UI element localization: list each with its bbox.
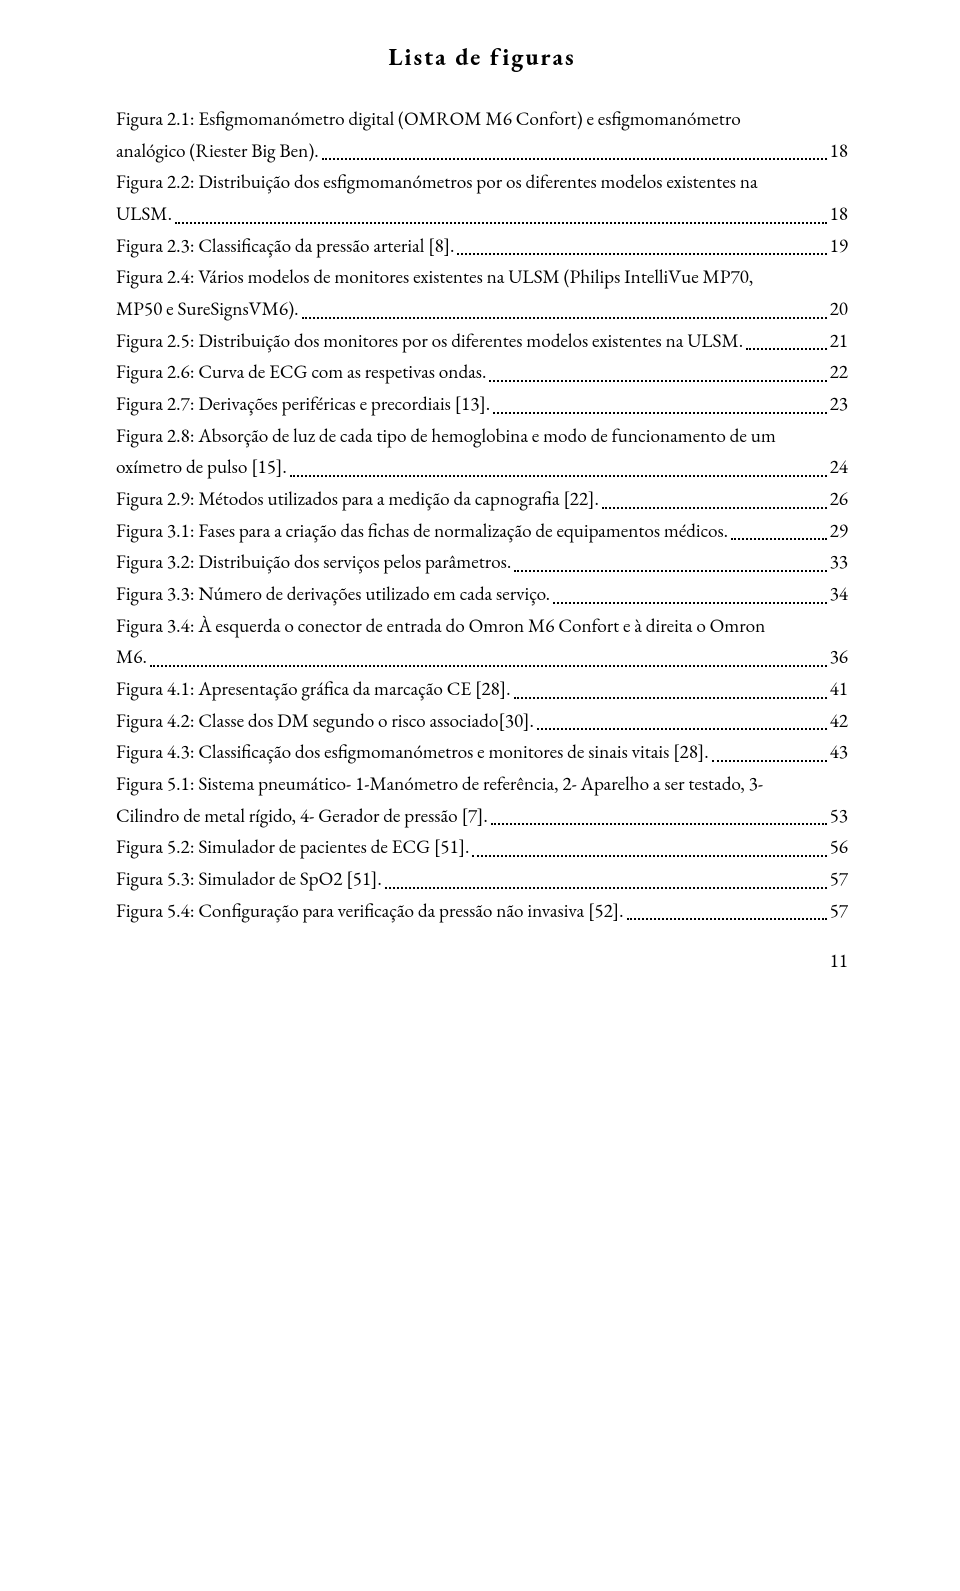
figure-entry-continuation: analógico (Riester Big Ben).: [116, 135, 319, 167]
figure-entry-label: Figura 2.1: Esfigmomanómetro digital (OM…: [116, 103, 741, 135]
figure-entry-page: 21: [830, 325, 848, 357]
figure-entry: Figura 2.5: Distribuição dos monitores p…: [116, 325, 848, 357]
figure-entry-label: Figura 2.8: Absorção de luz de cada tipo…: [116, 420, 776, 452]
leader-dots: [322, 158, 827, 160]
figure-entry: Figura 2.4: Vários modelos de monitores …: [116, 261, 848, 293]
figure-entry: Figura 3.2: Distribuição dos serviços pe…: [116, 546, 848, 578]
figure-entry-page: 53: [830, 800, 848, 832]
figure-entry: Cilindro de metal rígido, 4- Gerador de …: [116, 800, 848, 832]
figure-entry: Figura 5.1: Sistema pneumático- 1-Manóme…: [116, 768, 848, 800]
figure-entry-page: 18: [830, 198, 848, 230]
leader-dots: [537, 728, 827, 730]
leader-dots: [712, 760, 827, 762]
leader-dots: [627, 918, 827, 920]
page-title: Lista de figuras: [116, 42, 848, 73]
figure-entry-label: Figura 2.9: Métodos utilizados para a me…: [116, 483, 599, 515]
figure-entry-label: Figura 3.1: Fases para a criação das fic…: [116, 515, 728, 547]
figure-entry-label: Figura 3.3: Número de derivações utiliza…: [116, 578, 550, 610]
leader-dots: [493, 412, 826, 414]
figure-entry: Figura 2.3: Classificação da pressão art…: [116, 230, 848, 262]
leader-dots: [746, 348, 826, 350]
figure-entry-page: 34: [830, 578, 848, 610]
figure-entry-page: 36: [830, 641, 848, 673]
figure-entry-label: Figura 2.4: Vários modelos de monitores …: [116, 261, 753, 293]
figure-entry-label: Figura 2.3: Classificação da pressão art…: [116, 230, 454, 262]
document-page: Lista de figuras Figura 2.1: Esfigmomanó…: [0, 0, 960, 1591]
figure-entry-page: 26: [830, 483, 848, 515]
figure-entry: Figura 5.3: Simulador de SpO2 [51]. 57: [116, 863, 848, 895]
figure-entry: MP50 e SureSignsVM6). 20: [116, 293, 848, 325]
figure-entry: Figura 2.1: Esfigmomanómetro digital (OM…: [116, 103, 848, 135]
leader-dots: [302, 317, 827, 319]
figure-entry-label: Figura 5.2: Simulador de pacientes de EC…: [116, 831, 469, 863]
leader-dots: [150, 665, 827, 667]
figure-entry: oxímetro de pulso [15]. 24: [116, 451, 848, 483]
leader-dots: [731, 538, 827, 540]
figure-entry-page: 18: [830, 135, 848, 167]
figure-entry-page: 24: [830, 451, 848, 483]
leader-dots: [514, 697, 827, 699]
figure-entry-label: Figura 5.1: Sistema pneumático- 1-Manóme…: [116, 768, 763, 800]
figure-entry: Figura 5.2: Simulador de pacientes de EC…: [116, 831, 848, 863]
figure-entry: Figura 2.9: Métodos utilizados para a me…: [116, 483, 848, 515]
figure-entry-page: 33: [830, 546, 848, 578]
figure-entry: Figura 2.6: Curva de ECG com as respetiv…: [116, 356, 848, 388]
leader-dots: [290, 475, 827, 477]
figure-entry-continuation: M6.: [116, 641, 147, 673]
leader-dots: [175, 222, 827, 224]
figure-entry: Figura 2.7: Derivações periféricas e pre…: [116, 388, 848, 420]
figure-entry: Figura 4.3: Classificação dos esfigmoman…: [116, 736, 848, 768]
figure-entry-continuation: Cilindro de metal rígido, 4- Gerador de …: [116, 800, 488, 832]
figure-entry-continuation: oxímetro de pulso [15].: [116, 451, 287, 483]
figure-entry: Figura 5.4: Configuração para verificaçã…: [116, 895, 848, 927]
figure-entry-label: Figura 4.1: Apresentação gráfica da marc…: [116, 673, 511, 705]
leader-dots: [472, 855, 826, 857]
figure-entry-continuation: ULSM.: [116, 198, 172, 230]
figure-entry: M6. 36: [116, 641, 848, 673]
figure-entry-label: Figura 2.2: Distribuição dos esfigmomanó…: [116, 166, 758, 198]
figure-entry-label: Figura 4.2: Classe dos DM segundo o risc…: [116, 705, 534, 737]
figure-entry: analógico (Riester Big Ben). 18: [116, 135, 848, 167]
figure-entry: Figura 3.1: Fases para a criação das fic…: [116, 515, 848, 547]
leader-dots: [489, 380, 826, 382]
figure-entry-page: 29: [830, 515, 848, 547]
figure-entry-page: 23: [830, 388, 848, 420]
figure-entry-label: Figura 4.3: Classificação dos esfigmoman…: [116, 736, 709, 768]
figure-entry-label: Figura 5.3: Simulador de SpO2 [51].: [116, 863, 382, 895]
figure-entry-page: 57: [830, 895, 848, 927]
figure-entry-page: 42: [830, 705, 848, 737]
figure-entry-continuation: MP50 e SureSignsVM6).: [116, 293, 299, 325]
leader-dots: [457, 253, 826, 255]
figure-list: Figura 2.1: Esfigmomanómetro digital (OM…: [116, 103, 848, 926]
figure-entry-page: 43: [830, 736, 848, 768]
leader-dots: [385, 887, 827, 889]
figure-entry-label: Figura 2.7: Derivações periféricas e pre…: [116, 388, 490, 420]
footer-page-number: 11: [116, 948, 848, 973]
figure-entry-page: 19: [830, 230, 848, 262]
leader-dots: [602, 507, 827, 509]
figure-entry-page: 22: [830, 356, 848, 388]
leader-dots: [491, 823, 827, 825]
figure-entry-page: 57: [830, 863, 848, 895]
figure-entry-label: Figura 5.4: Configuração para verificaçã…: [116, 895, 624, 927]
leader-dots: [514, 570, 826, 572]
figure-entry: Figura 4.1: Apresentação gráfica da marc…: [116, 673, 848, 705]
figure-entry: Figura 2.2: Distribuição dos esfigmomanó…: [116, 166, 848, 198]
figure-entry-page: 56: [830, 831, 848, 863]
figure-entry-label: Figura 2.6: Curva de ECG com as respetiv…: [116, 356, 486, 388]
figure-entry-label: Figura 3.4: À esquerda o conector de ent…: [116, 610, 765, 642]
figure-entry-label: Figura 3.2: Distribuição dos serviços pe…: [116, 546, 511, 578]
figure-entry-page: 41: [830, 673, 848, 705]
figure-entry-page: 20: [830, 293, 848, 325]
figure-entry: ULSM. 18: [116, 198, 848, 230]
leader-dots: [553, 602, 827, 604]
figure-entry: Figura 4.2: Classe dos DM segundo o risc…: [116, 705, 848, 737]
figure-entry: Figura 3.4: À esquerda o conector de ent…: [116, 610, 848, 642]
figure-entry-label: Figura 2.5: Distribuição dos monitores p…: [116, 325, 743, 357]
figure-entry: Figura 2.8: Absorção de luz de cada tipo…: [116, 420, 848, 452]
figure-entry: Figura 3.3: Número de derivações utiliza…: [116, 578, 848, 610]
